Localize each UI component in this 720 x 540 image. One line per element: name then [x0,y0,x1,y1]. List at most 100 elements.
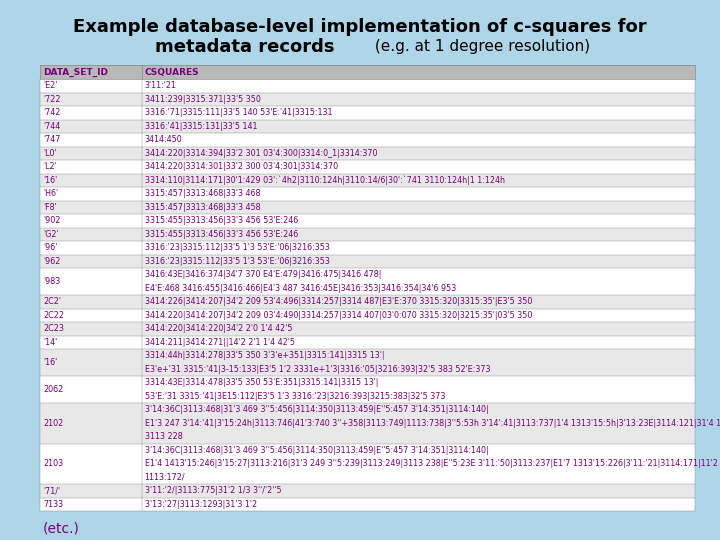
Text: 3414:211|3414:271||14'2 2'1 1'4 42'5: 3414:211|3414:271||14'2 2'1 1'4 42'5 [145,338,294,347]
Text: 3316:'41|3315:131|33'5 141: 3316:'41|3315:131|33'5 141 [145,122,257,131]
Text: 2103: 2103 [43,459,63,468]
Bar [142,133,695,146]
Bar [40,106,142,119]
Bar [142,173,695,187]
Bar [40,160,142,173]
Text: 3414:220|3314:301|33'2 300 03'4:301|3314:370: 3414:220|3314:301|33'2 300 03'4:301|3314… [145,162,338,171]
Text: 3113 228: 3113 228 [145,432,182,441]
Bar [142,254,695,268]
Text: 3315:455|3313:456|33'3 456 53'E:246: 3315:455|3313:456|33'3 456 53'E:246 [145,216,298,225]
Bar [40,65,695,79]
Text: 'G2': 'G2' [43,230,58,239]
Bar [142,241,695,254]
Text: '722: '722 [43,94,60,104]
Text: 3414:450: 3414:450 [145,135,182,144]
Text: E4'E:468 3416:455|3416:466|E4'3 487 3416:45E|3416:353|3416:354|34'6 953: E4'E:468 3416:455|3416:466|E4'3 487 3416… [145,284,456,293]
Bar [142,484,695,497]
Text: E1'4 1413'15:246|3'15:27|3113:216|31'3 249 3''5:239|3113:249|3113 238|E''5:23E 3: E1'4 1413'15:246|3'15:27|3113:216|31'3 2… [145,459,720,468]
Bar [40,308,142,322]
Bar [40,295,142,308]
Text: CSQUARES: CSQUARES [145,68,199,77]
Bar [142,376,695,403]
Text: 7133: 7133 [43,500,63,509]
Text: 2C2': 2C2' [43,297,61,306]
Text: 1113:172/: 1113:172/ [145,472,185,482]
Bar [142,308,695,322]
Text: 3315:455|3313:456|33'3 456 53'E:246: 3315:455|3313:456|33'3 456 53'E:246 [145,230,298,239]
Text: 3315:457|3313:468|33'3 468: 3315:457|3313:468|33'3 468 [145,189,260,198]
Text: 3316:'23|3315:112|33'5 1'3 53'E:'06|3216:353: 3316:'23|3315:112|33'5 1'3 53'E:'06|3216… [145,243,329,252]
Text: 3414:220|3314:394|33'2 301 03'4:300|3314:0_1|3314:370: 3414:220|3314:394|33'2 301 03'4:300|3314… [145,148,377,158]
Text: '742: '742 [43,108,60,117]
Bar [40,187,142,200]
Bar [142,335,695,349]
Bar [142,403,695,443]
Text: '962: '962 [43,256,60,266]
Text: '71/': '71/' [43,486,60,495]
Bar [40,173,142,187]
Text: 3316:'71|3315:111|33'5 140 53'E:'41|3315:131: 3316:'71|3315:111|33'5 140 53'E:'41|3315… [145,108,332,117]
Text: (etc.): (etc.) [43,521,80,535]
Bar [40,254,142,268]
Text: 3414:220|3414:207|34'2 209 03'4:490|3314:257|3314 407|03'0:070 3315:320|3215:35': 3414:220|3414:207|34'2 209 03'4:490|3314… [145,310,532,320]
Bar [142,322,695,335]
Text: 2C22: 2C22 [43,310,64,320]
Text: '16': '16' [43,358,58,367]
Text: Example database-level implementation of c-squares for: Example database-level implementation of… [73,18,647,36]
Bar [40,200,142,214]
Text: '16': '16' [43,176,58,185]
Text: 3416:43E|3416:374|34'7 370 E4'E:479|3416:475|3416 478|: 3416:43E|3416:374|34'7 370 E4'E:479|3416… [145,270,381,279]
Text: (e.g. at 1 degree resolution): (e.g. at 1 degree resolution) [370,39,590,54]
Text: 2062: 2062 [43,385,63,394]
Bar [142,443,695,484]
Bar [142,79,695,92]
Text: 3'14:36C|3113:468|31'3 469 3''5:456|3114:350|3113:459|E''5:457 3'14:351|3114:140: 3'14:36C|3113:468|31'3 469 3''5:456|3114… [145,405,488,414]
Text: '747: '747 [43,135,60,144]
Bar [142,268,695,295]
Text: 3414:220|3414:220|34'2 2'0 1'4 42'5: 3414:220|3414:220|34'2 2'0 1'4 42'5 [145,324,292,333]
Bar [40,322,142,335]
Bar [40,403,142,443]
Text: 3'14:36C|3113:468|31'3 469 3''5:456|3114:350|3113:459|E''5:457 3'14:351|3114:140: 3'14:36C|3113:468|31'3 469 3''5:456|3114… [145,446,488,455]
Text: 2C23: 2C23 [43,324,64,333]
Text: '902: '902 [43,216,60,225]
Bar [40,443,142,484]
Bar [142,92,695,106]
Bar [142,200,695,214]
Text: 3314:110|3114:171|30'1:429 03':`4h2|3110:124h|3110:14/6|30':`741 3110:124h|1 1:1: 3314:110|3114:171|30'1:429 03':`4h2|3110… [145,176,505,185]
Text: 'L2': 'L2' [43,162,57,171]
Text: E3'e+'31 3315:'41|3-15:133|E3'5 1'2 3331e+1'3|3316:'05|3216:393|32'5 383 52'E:37: E3'e+'31 3315:'41|3-15:133|E3'5 1'2 3331… [145,364,490,374]
Bar [142,227,695,241]
Bar [40,268,142,295]
Text: 3'11:'2/|3113:775|31'2 1/3 3''/'2''5: 3'11:'2/|3113:775|31'2 1/3 3''/'2''5 [145,486,281,495]
Bar [40,92,142,106]
Bar [40,119,142,133]
Text: 3'13:'27|3113:1293|31'3 1'2: 3'13:'27|3113:1293|31'3 1'2 [145,500,256,509]
Bar [142,187,695,200]
Text: 'E2': 'E2' [43,81,58,90]
Text: '96': '96' [43,243,58,252]
Bar [40,335,142,349]
Text: '983: '983 [43,277,60,286]
Text: 3315:457|3313:468|33'3 458: 3315:457|3313:468|33'3 458 [145,202,260,212]
Bar [142,106,695,119]
Bar [142,160,695,173]
Bar [40,349,142,376]
Text: 53'E:'31 3315:'41|3E15:112|E3'5 1'3 3316:'23|3216:393|3215:383|32'5 373: 53'E:'31 3315:'41|3E15:112|E3'5 1'3 3316… [145,392,445,401]
Bar [40,146,142,160]
Text: 3414:226|3414:207|34'2 209 53'4:496|3314:257|3314 487|E3'E:370 3315:320|3315:35': 3414:226|3414:207|34'2 209 53'4:496|3314… [145,297,532,306]
Text: metadata records: metadata records [156,38,335,56]
Bar [40,79,142,92]
Text: 3411:239|3315:371|33'5 350: 3411:239|3315:371|33'5 350 [145,94,261,104]
Bar [142,497,695,511]
Text: '14': '14' [43,338,58,347]
Bar [142,214,695,227]
Bar [142,349,695,376]
Bar [40,214,142,227]
Text: E1'3 247 3'14:'41|3'15:24h|3113:746|41'3:740 3''+358|3113:749|1113:738|3''5:53h : E1'3 247 3'14:'41|3'15:24h|3113:746|41'3… [145,418,720,428]
Text: 3316:'23|3315:112|33'5 1'3 53'E:'06|3216:353: 3316:'23|3315:112|33'5 1'3 53'E:'06|3216… [145,256,329,266]
Text: 'L0': 'L0' [43,148,57,158]
Bar [142,146,695,160]
Text: 3314:43E|3314:478|33'5 350 53'E:351|3315:141|3315 13'|: 3314:43E|3314:478|33'5 350 53'E:351|3315… [145,378,378,387]
Text: 2102: 2102 [43,418,63,428]
